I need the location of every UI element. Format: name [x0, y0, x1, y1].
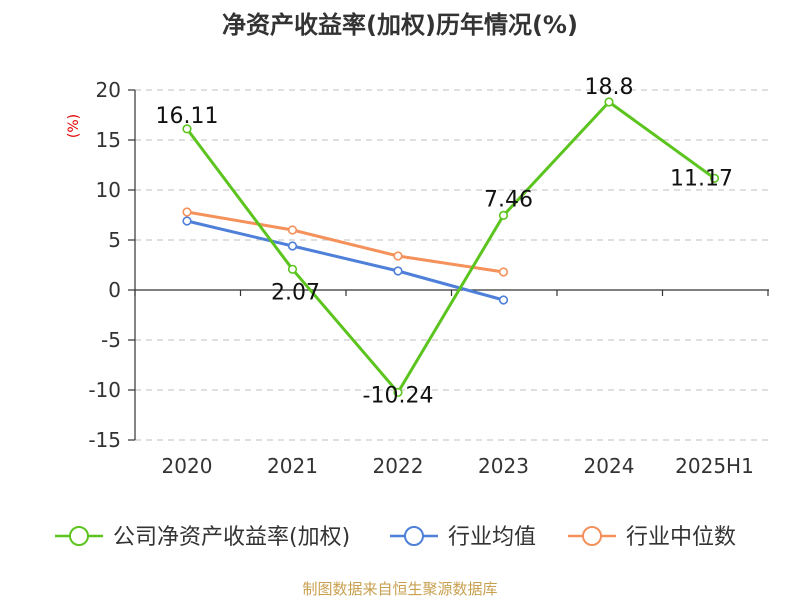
y-tick-label: 5 [108, 228, 121, 252]
series-line-2 [186, 210, 504, 274]
data-point-0 [709, 173, 720, 183]
legend-label: 行业均值 [448, 525, 536, 550]
x-tick-label: 2023 [478, 454, 529, 478]
y-tick-label: 20 [96, 78, 121, 102]
legend-label: 行业中位数 [626, 525, 736, 550]
x-tick-label: 2025H1 [675, 454, 754, 478]
data-point-2 [182, 207, 192, 217]
legend-swatch-marker [69, 526, 89, 546]
data-point-0 [287, 264, 298, 274]
x-tick-label: 2024 [584, 454, 635, 478]
x-tick-label: 2022 [373, 454, 424, 478]
data-point-0 [604, 97, 614, 107]
data-point-2 [393, 251, 403, 261]
data-label: 11.17 [670, 166, 733, 191]
y-tick-label: -10 [88, 378, 121, 402]
data-label: 18.8 [585, 75, 634, 100]
y-tick-label: 10 [96, 178, 121, 202]
data-labels: 16.11 2.07 -10.24 7.46 18.8 11.17 [156, 75, 733, 408]
legend-swatch-marker [582, 526, 602, 546]
data-point-0 [393, 387, 403, 398]
y-tick-label: -5 [101, 328, 121, 352]
series-line-1 [186, 219, 504, 302]
legend-swatch-marker [404, 526, 424, 546]
data-label: 7.46 [484, 187, 533, 212]
series-lines [182, 97, 720, 398]
legend-label: 公司净资产收益率(加权) [113, 525, 350, 550]
data-point-1 [182, 216, 192, 226]
data-point-1 [498, 295, 509, 305]
x-tick-label: 2021 [267, 454, 318, 478]
data-point-2 [287, 225, 298, 235]
data-point-1 [393, 266, 403, 276]
data-label: 2.07 [271, 280, 320, 305]
y-tick-label: 0 [108, 278, 121, 302]
y-axis-label: (%) [66, 114, 82, 138]
data-point-0 [498, 210, 509, 220]
axes: 20 15 10 5 0 -5 -10 -15 2020 2021 2022 2023 2024 2025… [88, 78, 769, 478]
data-point-2 [498, 267, 509, 277]
x-tick-label: 2020 [162, 454, 213, 478]
y-tick-label: -15 [88, 428, 121, 452]
series-line-0 [185, 100, 716, 394]
data-point-1 [287, 241, 298, 251]
data-point-0 [182, 124, 192, 134]
source-note: 制图数据来自恒生聚源数据库 [302, 580, 497, 598]
chart-title: 净资产收益率(加权)历年情况(%) [222, 11, 578, 39]
data-label: 16.11 [156, 104, 219, 129]
data-label: -10.24 [363, 383, 434, 408]
legend: 公司净资产收益率(加权) 行业均值 行业中位数 [55, 525, 736, 550]
y-tick-label: 15 [96, 128, 121, 152]
